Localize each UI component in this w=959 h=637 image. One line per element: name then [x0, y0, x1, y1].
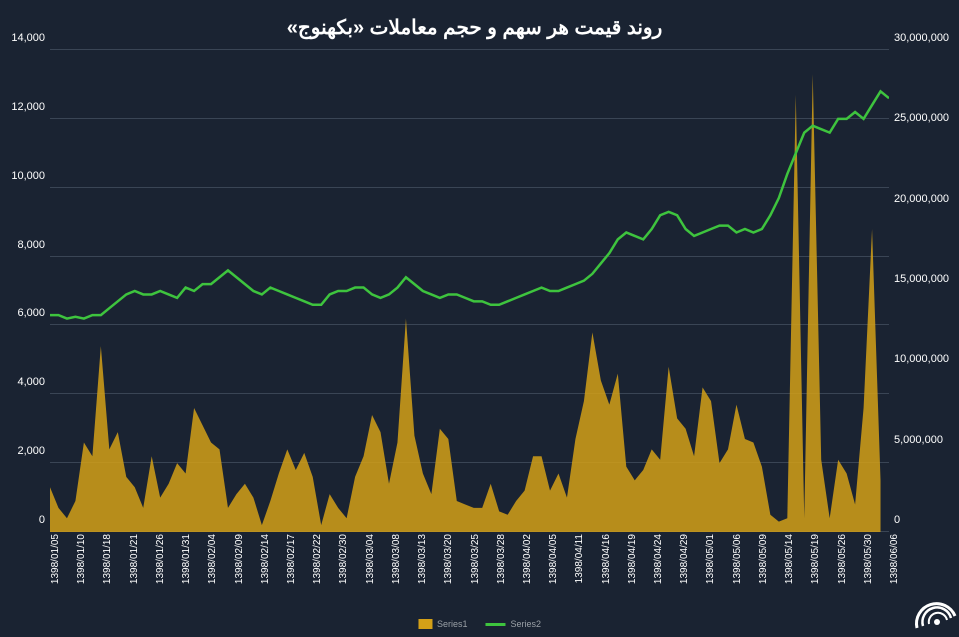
x-tick: 1398/04/02: [522, 534, 533, 584]
x-tick: 1398/02/17: [286, 534, 297, 584]
legend-price-label: Series2: [511, 619, 542, 629]
y-right-tick: 15,000,000: [894, 273, 949, 285]
x-tick: 1398/01/18: [102, 534, 113, 584]
logo-icon: [903, 588, 959, 632]
x-tick: 1398/03/13: [417, 534, 428, 584]
y-right-tick: 0: [894, 514, 900, 526]
chart-legend: Series1 Series2: [418, 619, 541, 629]
x-tick: 1398/04/16: [601, 534, 612, 584]
y-right-tick: 30,000,000: [894, 32, 949, 44]
x-tick: 1398/03/28: [496, 534, 507, 584]
x-tick: 1398/05/19: [810, 534, 821, 584]
x-tick: 1398/02/14: [260, 534, 271, 584]
x-tick: 1398/02/04: [207, 534, 218, 584]
y-right-tick: 5,000,000: [894, 434, 943, 446]
y-right-tick: 20,000,000: [894, 193, 949, 205]
x-tick: 1398/05/06: [732, 534, 743, 584]
x-tick: 1398/02/30: [338, 534, 349, 584]
legend-price: Series2: [486, 619, 542, 629]
chart-title: روند قیمت هر سهم و حجم معاملات «بکهنوج»: [50, 15, 899, 40]
legend-volume-swatch: [418, 619, 432, 629]
volume-area: [50, 74, 881, 532]
y-left-tick: 2,000: [17, 445, 45, 457]
x-tick: 1398/02/09: [234, 534, 245, 584]
x-tick: 1398/05/01: [705, 534, 716, 584]
x-tick: 1398/01/10: [76, 534, 87, 584]
y-left-tick: 12,000: [11, 101, 45, 113]
x-tick: 1398/01/31: [181, 534, 192, 584]
x-axis: 1398/01/05 1398/01/10 1398/01/18 1398/01/21…: [50, 534, 889, 612]
x-tick: 1398/03/20: [443, 534, 454, 584]
y-right-tick: 25,000,000: [894, 112, 949, 124]
x-tick: 1398/06/06: [889, 534, 900, 584]
y-left-tick: 14,000: [11, 32, 45, 44]
legend-price-swatch: [486, 623, 506, 626]
y-right-tick: 10,000,000: [894, 353, 949, 365]
y-left-tick: 10,000: [11, 170, 45, 182]
x-tick: 1398/03/08: [391, 534, 402, 584]
chart-svg: [50, 50, 889, 532]
x-tick: 1398/05/30: [863, 534, 874, 584]
chart-container: روند قیمت هر سهم و حجم معاملات «بکهنوج» …: [0, 0, 959, 632]
x-tick: 1398/04/11: [574, 534, 585, 583]
y-left-tick: 0: [39, 514, 45, 526]
x-tick: 1398/01/26: [155, 534, 166, 584]
y-left-tick: 8,000: [17, 239, 45, 251]
plot-area: [50, 50, 889, 532]
y-left-tick: 6,000: [17, 307, 45, 319]
x-tick: 1398/04/05: [548, 534, 559, 584]
x-tick: 1398/05/09: [758, 534, 769, 584]
legend-volume: Series1: [418, 619, 468, 629]
x-tick: 1398/03/25: [470, 534, 481, 584]
x-tick: 1398/02/22: [312, 534, 323, 584]
x-tick: 1398/05/14: [784, 534, 795, 584]
legend-volume-label: Series1: [437, 619, 468, 629]
y-axis-right: 0 5,000,000 10,000,000 15,000,000 20,000,000…: [891, 50, 959, 532]
x-tick: 1398/04/19: [627, 534, 638, 584]
x-tick: 1398/01/21: [129, 534, 140, 584]
x-tick: 1398/03/04: [365, 534, 376, 584]
price-line: [50, 91, 889, 318]
y-axis-left: 02,0004,0006,0008,00010,00012,00014,000: [0, 50, 48, 532]
y-left-tick: 4,000: [17, 376, 45, 388]
x-tick: 1398/04/24: [653, 534, 664, 584]
x-tick: 1398/05/26: [837, 534, 848, 584]
x-tick: 1398/01/05: [50, 534, 61, 584]
x-tick: 1398/04/29: [679, 534, 690, 584]
